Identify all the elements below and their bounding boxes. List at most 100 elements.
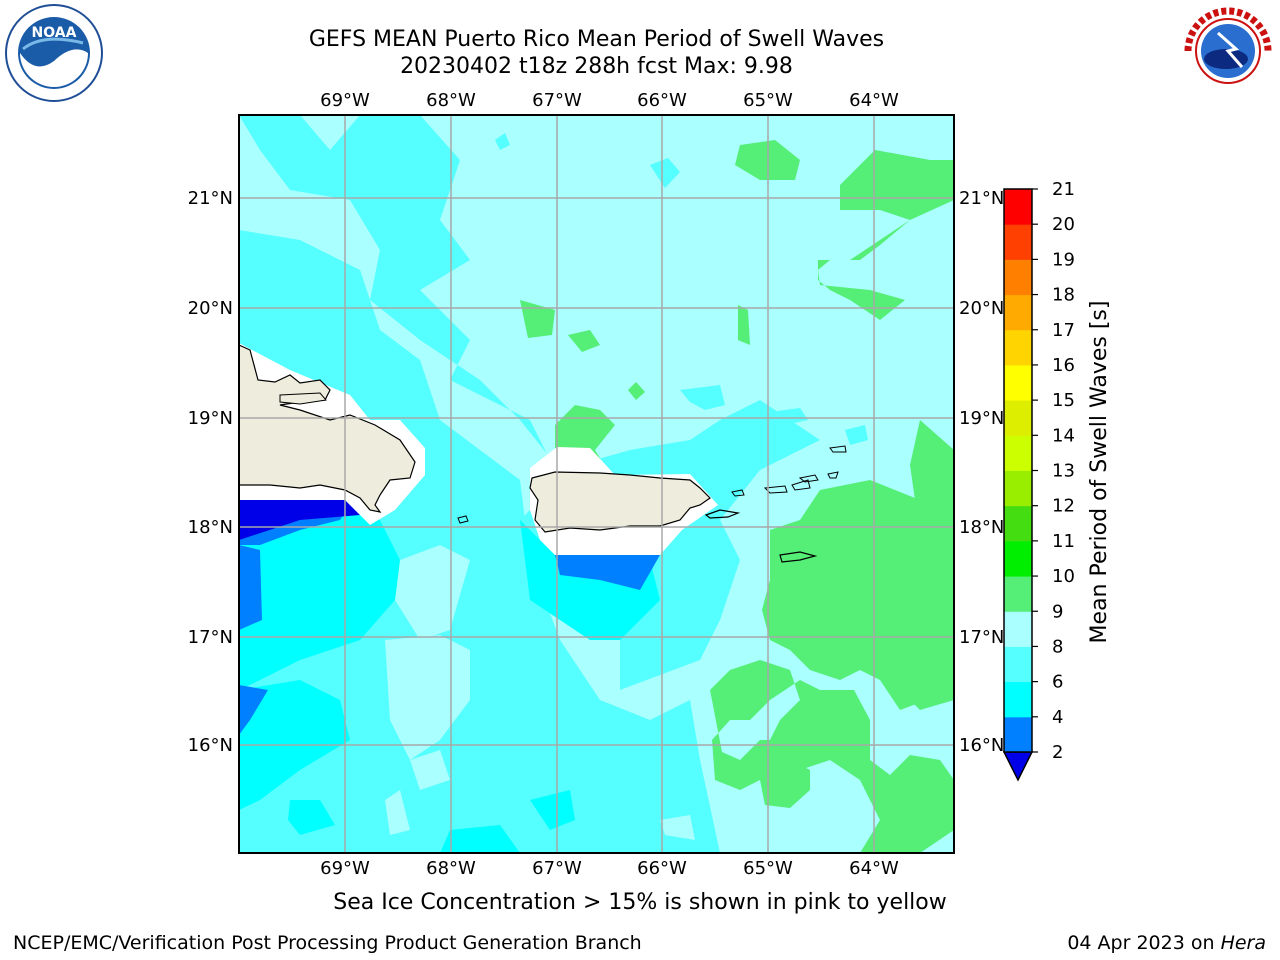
land-hispaniola [239, 344, 416, 513]
lat-label: 16°N [959, 735, 1004, 756]
colorbar-swatch [1004, 435, 1032, 471]
lon-label: 66°W [637, 90, 687, 111]
swell-field-8-patch-e [770, 408, 808, 426]
lon-label: 69°W [320, 90, 370, 111]
colorbar-title: Mean Period of Swell Waves [s] [1087, 301, 1112, 644]
colorbar-tick-label: 12 [1052, 496, 1075, 517]
land-anguilla [829, 445, 847, 453]
colorbar-tick-label: 6 [1052, 672, 1063, 693]
swell-field-6-center [520, 520, 660, 640]
land-st-croix [779, 551, 818, 563]
lat-label: 21°N [188, 188, 233, 209]
swell-field-6-patch-a [288, 800, 335, 835]
land-virgin-gorda [798, 474, 819, 483]
lon-label: 65°W [743, 858, 793, 879]
lon-label: 68°W [426, 858, 476, 879]
lon-label: 67°W [532, 858, 582, 879]
swell-field-4-pr-south [555, 555, 660, 590]
lat-label: 20°N [188, 298, 233, 319]
swell-field-8-south [239, 230, 720, 853]
swell-field-2 [239, 500, 360, 540]
land-tortuga [279, 392, 327, 405]
colorbar-tick-label: 19 [1052, 249, 1075, 270]
swell-field-10-patch-h [910, 420, 954, 540]
swell-field-6-patch-c [440, 825, 520, 853]
lat-label: 20°N [959, 298, 1004, 319]
colorbar-tick-label: 15 [1052, 390, 1075, 411]
sea-ice-caption-text: Sea Ice Concentration > 15% is shown in … [333, 890, 947, 915]
colorbar-swatch [1004, 681, 1032, 718]
lat-label: 16°N [188, 735, 233, 756]
colorbar-tick-label: 2 [1052, 742, 1063, 763]
lon-label: 65°W [743, 90, 793, 111]
land-culebra [731, 489, 745, 497]
colorbar-swatches [1004, 189, 1032, 753]
footer-machine: Hera [1220, 932, 1266, 954]
colorbar-tick-label: 14 [1052, 425, 1075, 446]
swell-field-8-patch-a [252, 240, 280, 268]
lon-label: 69°W [320, 858, 370, 879]
land-puerto-rico [529, 471, 711, 533]
colorbar-swatch [1004, 294, 1032, 331]
swell-field-10-patch-c [520, 300, 555, 338]
colorbar-tick-label: 13 [1052, 461, 1075, 482]
land-anegada [827, 471, 839, 479]
swell-field-8-patch-c [495, 133, 510, 150]
colorbar-tick-label: 8 [1052, 636, 1063, 657]
colorbar-swatch [1004, 259, 1032, 296]
lat-labels-right: 21°N 20°N 19°N 18°N 17°N 16°N [959, 188, 1004, 756]
swell-field-10-patch-b [818, 150, 954, 320]
swell-field-10-patch-i [900, 660, 954, 710]
lat-label: 18°N [188, 517, 233, 538]
swell-field-10-east [762, 480, 954, 710]
lat-label: 19°N [959, 408, 1004, 429]
swell-field-4-west [239, 545, 262, 630]
lat-label: 17°N [188, 627, 233, 648]
colorbar-swatch [1004, 329, 1032, 366]
colorbar-swatch [1004, 224, 1032, 260]
colorbar-tick-label: 10 [1052, 566, 1075, 587]
colorbar-tick-label: 9 [1052, 601, 1063, 622]
swell-field-10-patch-d [568, 330, 600, 352]
swell-field-9-patch-b [385, 635, 470, 760]
colorbar-swatch [1004, 364, 1032, 401]
map-grid [239, 115, 954, 853]
swell-field-8-patch-d [680, 385, 725, 410]
swell-field-6-patch-b [530, 790, 575, 830]
colorbar-tick-label: 20 [1052, 214, 1075, 235]
colorbar-swatch [1004, 576, 1032, 612]
colorbar-tick-label: 4 [1052, 707, 1063, 728]
lon-label: 64°W [849, 858, 899, 879]
lon-labels-top: 69°W 68°W 67°W 66°W 65°W 64°W [320, 90, 899, 111]
footer-date: 04 Apr 2023 on Hera [1067, 932, 1266, 954]
colorbar-ticks: 2 4 6 8 9 10 11 12 13 14 15 16 17 18 19 20 21 [1032, 179, 1075, 763]
lat-label: 21°N [959, 188, 1004, 209]
map-panel [239, 115, 954, 853]
swell-field-9-patch-c [410, 750, 450, 790]
colorbar-swatch [1004, 540, 1032, 577]
sea-ice-caption: Sea Ice Concentration > 15% is shown in … [0, 890, 1280, 915]
colorbar-tick-label: 16 [1052, 355, 1075, 376]
colorbar-tick-label: 21 [1052, 179, 1075, 200]
land-mona [457, 515, 469, 524]
colorbar-swatch [1004, 646, 1032, 683]
swell-field-6-west [239, 510, 400, 690]
swell-field-4-southwest [239, 685, 268, 735]
chart-title: GEFS MEAN Puerto Rico Mean Period of Swe… [308, 27, 885, 52]
colorbar-extend-arrow [1002, 751, 1034, 782]
lat-label: 19°N [188, 408, 233, 429]
swell-field-8-north [239, 115, 820, 690]
swell-field-10-patch-e [738, 305, 750, 345]
colorbar-tick-label: 11 [1052, 531, 1075, 552]
colorbar-swatch [1004, 470, 1032, 507]
colorbar-tick-label: 18 [1052, 285, 1075, 306]
lon-labels-bottom: 69°W 68°W 67°W 66°W 65°W 64°W [320, 858, 899, 879]
swell-field-8-patch-f [845, 425, 868, 445]
colorbar-swatch [1004, 611, 1032, 647]
lat-label: 18°N [959, 517, 1004, 538]
lon-label: 64°W [849, 90, 899, 111]
lon-label: 66°W [637, 858, 687, 879]
colorbar-swatch [1004, 400, 1032, 436]
lat-labels-left: 21°N 20°N 19°N 18°N 17°N 16°N [188, 188, 233, 756]
